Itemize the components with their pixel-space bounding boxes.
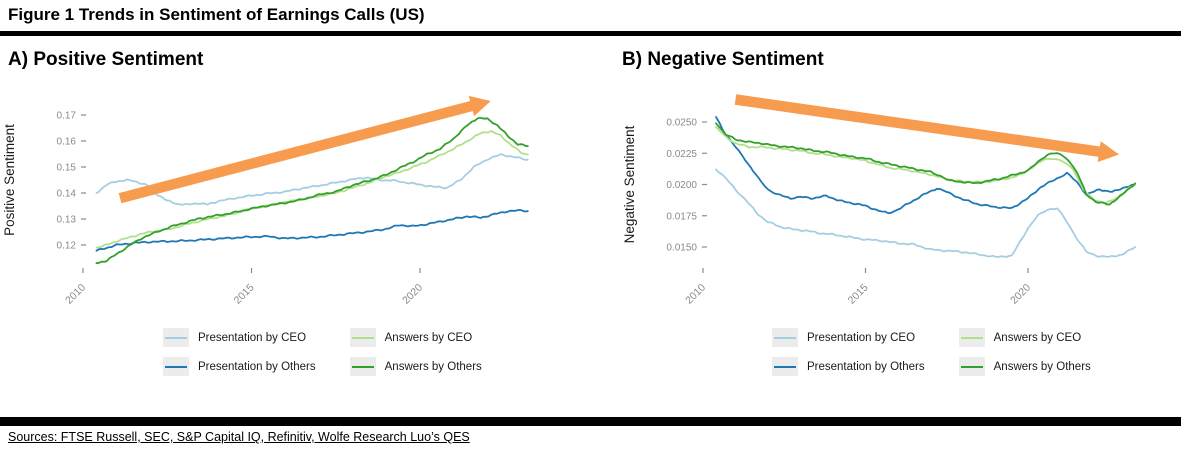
legend-line-icon [774,336,796,339]
series-line-answers-by-others [715,122,1137,206]
legend-positive: Presentation by CEO Answers by CEO Present… [163,328,482,376]
x-tick-label: 2020 [1008,282,1033,307]
legend-line-icon [165,336,187,339]
legend-key-swatch [349,357,376,376]
legend-key-swatch [349,328,376,347]
x-tick-label: 2010 [63,282,88,307]
legend-item: Presentation by CEO [772,328,925,347]
y-tick-label: 0.0200 [666,180,697,191]
y-axis-title: Positive Sentiment [2,124,17,236]
legend-item: Answers by CEO [958,328,1091,347]
legend-key-swatch [958,357,985,376]
legend-key-swatch [958,328,985,347]
legend-line-icon [351,336,374,339]
y-tick-label: 0.16 [57,137,77,148]
legend-label: Presentation by CEO [198,331,307,344]
legend-item: Answers by Others [349,357,482,376]
y-tick-label: 0.0150 [666,243,697,254]
negative-sentiment-chart: 0.0150 0.0175 0.0200 0.0225 0.0250 2010 2015 20… [622,94,1137,307]
legend-item: Answers by CEO [349,328,482,347]
trend-arrow-head [1097,141,1119,163]
legend-line-icon [774,365,796,368]
x-tick-label: 2015 [232,282,257,307]
legend-line-icon [351,365,374,368]
legend-item: Answers by Others [958,357,1091,376]
legend-key-swatch [772,357,798,376]
legend-label: Presentation by Others [807,360,925,373]
trend-arrow-shaft [118,100,475,204]
series-line-answers-by-others [95,116,529,265]
legend-line-icon [960,336,983,339]
panel-b-title: B) Negative Sentiment [622,49,824,70]
legend-label: Answers by CEO [993,331,1082,344]
legend-item: Presentation by Others [772,357,925,376]
trend-arrow-shaft [734,94,1102,158]
y-tick-label: 0.0175 [666,211,697,222]
panel-a-title: A) Positive Sentiment [8,49,204,70]
legend-line-icon [960,365,983,368]
legend-key-swatch [772,328,798,347]
series-line-answers-by-ceo [715,126,1137,205]
trend-arrow-head [468,95,491,117]
series-line-presentation-by-others [715,116,1137,215]
y-tick-label: 0.17 [57,111,77,122]
series-line-presentation-by-ceo [715,168,1137,258]
legend-label: Presentation by CEO [807,331,916,344]
series-line-presentation-by-ceo [95,153,529,206]
y-tick-label: 0.15 [57,163,77,174]
legend-label: Answers by CEO [384,331,473,344]
x-tick-label: 2010 [683,282,708,307]
bottom-rule [0,417,1181,426]
legend-label: Answers by Others [384,360,482,373]
y-tick-label: 0.12 [57,241,77,252]
legend-label: Answers by Others [993,360,1091,373]
y-tick-label: 0.0250 [666,118,697,129]
legend-item: Presentation by Others [163,357,316,376]
y-axis-title: Negative Sentiment [622,125,637,243]
legend-item: Presentation by CEO [163,328,316,347]
x-tick-label: 2020 [400,282,425,307]
series-line-presentation-by-others [95,209,529,252]
legend-key-swatch [163,328,189,347]
y-tick-label: 0.13 [57,215,77,226]
legend-label: Presentation by Others [198,360,316,373]
x-tick-label: 2015 [846,282,871,307]
figure-title: Figure 1 Trends in Sentiment of Earnings… [8,5,425,24]
y-tick-label: 0.14 [57,189,77,200]
legend-negative: Presentation by CEO Answers by CEO Present… [772,328,1091,376]
sources-text: Sources: FTSE Russell, SEC, S&P Capital … [8,430,470,444]
positive-sentiment-chart: 0.12 0.13 0.14 0.15 0.16 0.17 2010 2015 2020 Posi… [2,95,529,307]
legend-line-icon [165,365,187,368]
y-tick-label: 0.0225 [666,149,697,160]
legend-key-swatch [163,357,189,376]
title-rule [0,31,1181,36]
